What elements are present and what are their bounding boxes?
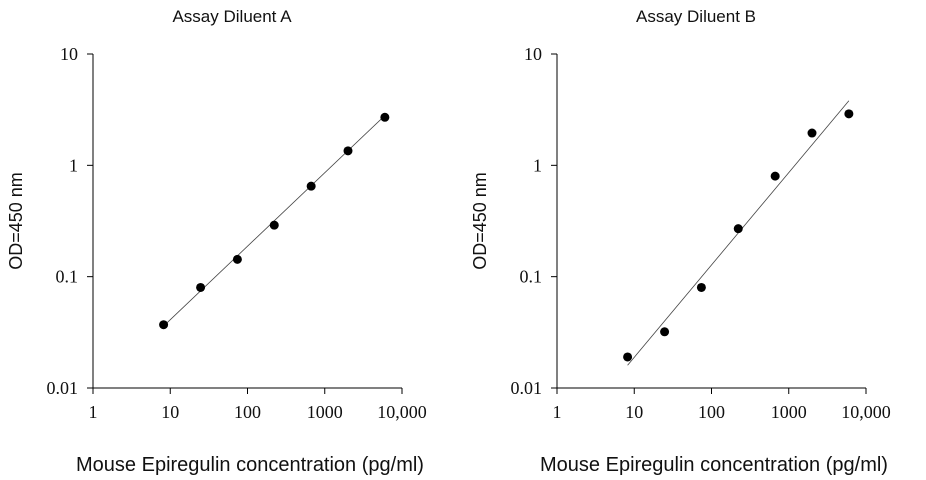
data-point [660, 327, 670, 337]
y-tick-label: 10 [524, 44, 542, 64]
data-point [807, 128, 817, 138]
chart-panel-assay-diluent-a: Assay Diluent A OD=450 nm Mouse Epiregul… [6, 7, 427, 476]
data-point [159, 320, 169, 330]
y-axis-label: OD=450 nm [470, 172, 490, 270]
y-tick-label: 10 [60, 44, 78, 64]
data-point [269, 220, 279, 230]
y-tick-label: 0.01 [511, 378, 543, 398]
x-tick-label: 10 [161, 402, 179, 422]
data-point [196, 282, 206, 292]
y-axis-label: OD=450 nm [6, 172, 26, 270]
data-point [380, 112, 390, 122]
chart-title: Assay Diluent A [172, 7, 292, 26]
x-tick-label: 10 [625, 402, 643, 422]
x-tick-label: 100 [698, 402, 725, 422]
data-point [770, 171, 780, 181]
x-axis-label: Mouse Epiregulin concentration (pg/ml) [540, 454, 888, 476]
y-tick-label: 1 [69, 155, 78, 175]
data-point [343, 146, 353, 156]
x-tick-label: 100 [234, 402, 261, 422]
chart-panel-assay-diluent-b: Assay Diluent B OD=450 nm Mouse Epiregul… [470, 7, 891, 476]
x-tick-label: 1 [89, 402, 98, 422]
y-tick-label: 1 [533, 155, 542, 175]
data-point [733, 224, 743, 234]
data-point [232, 254, 242, 264]
x-axis-label: Mouse Epiregulin concentration (pg/ml) [76, 454, 424, 476]
y-tick-label: 0.1 [520, 267, 543, 287]
x-tick-label: 10,000 [841, 402, 891, 422]
data-point [306, 181, 316, 191]
x-tick-label: 1000 [771, 402, 807, 422]
data-point [696, 282, 706, 292]
x-tick-label: 1 [553, 402, 562, 422]
chart-title: Assay Diluent B [636, 7, 756, 26]
x-tick-label: 10,000 [377, 402, 427, 422]
data-point [844, 109, 854, 119]
y-tick-label: 0.01 [47, 378, 79, 398]
data-point [623, 352, 633, 362]
x-tick-label: 1000 [307, 402, 343, 422]
y-tick-label: 0.1 [56, 267, 79, 287]
